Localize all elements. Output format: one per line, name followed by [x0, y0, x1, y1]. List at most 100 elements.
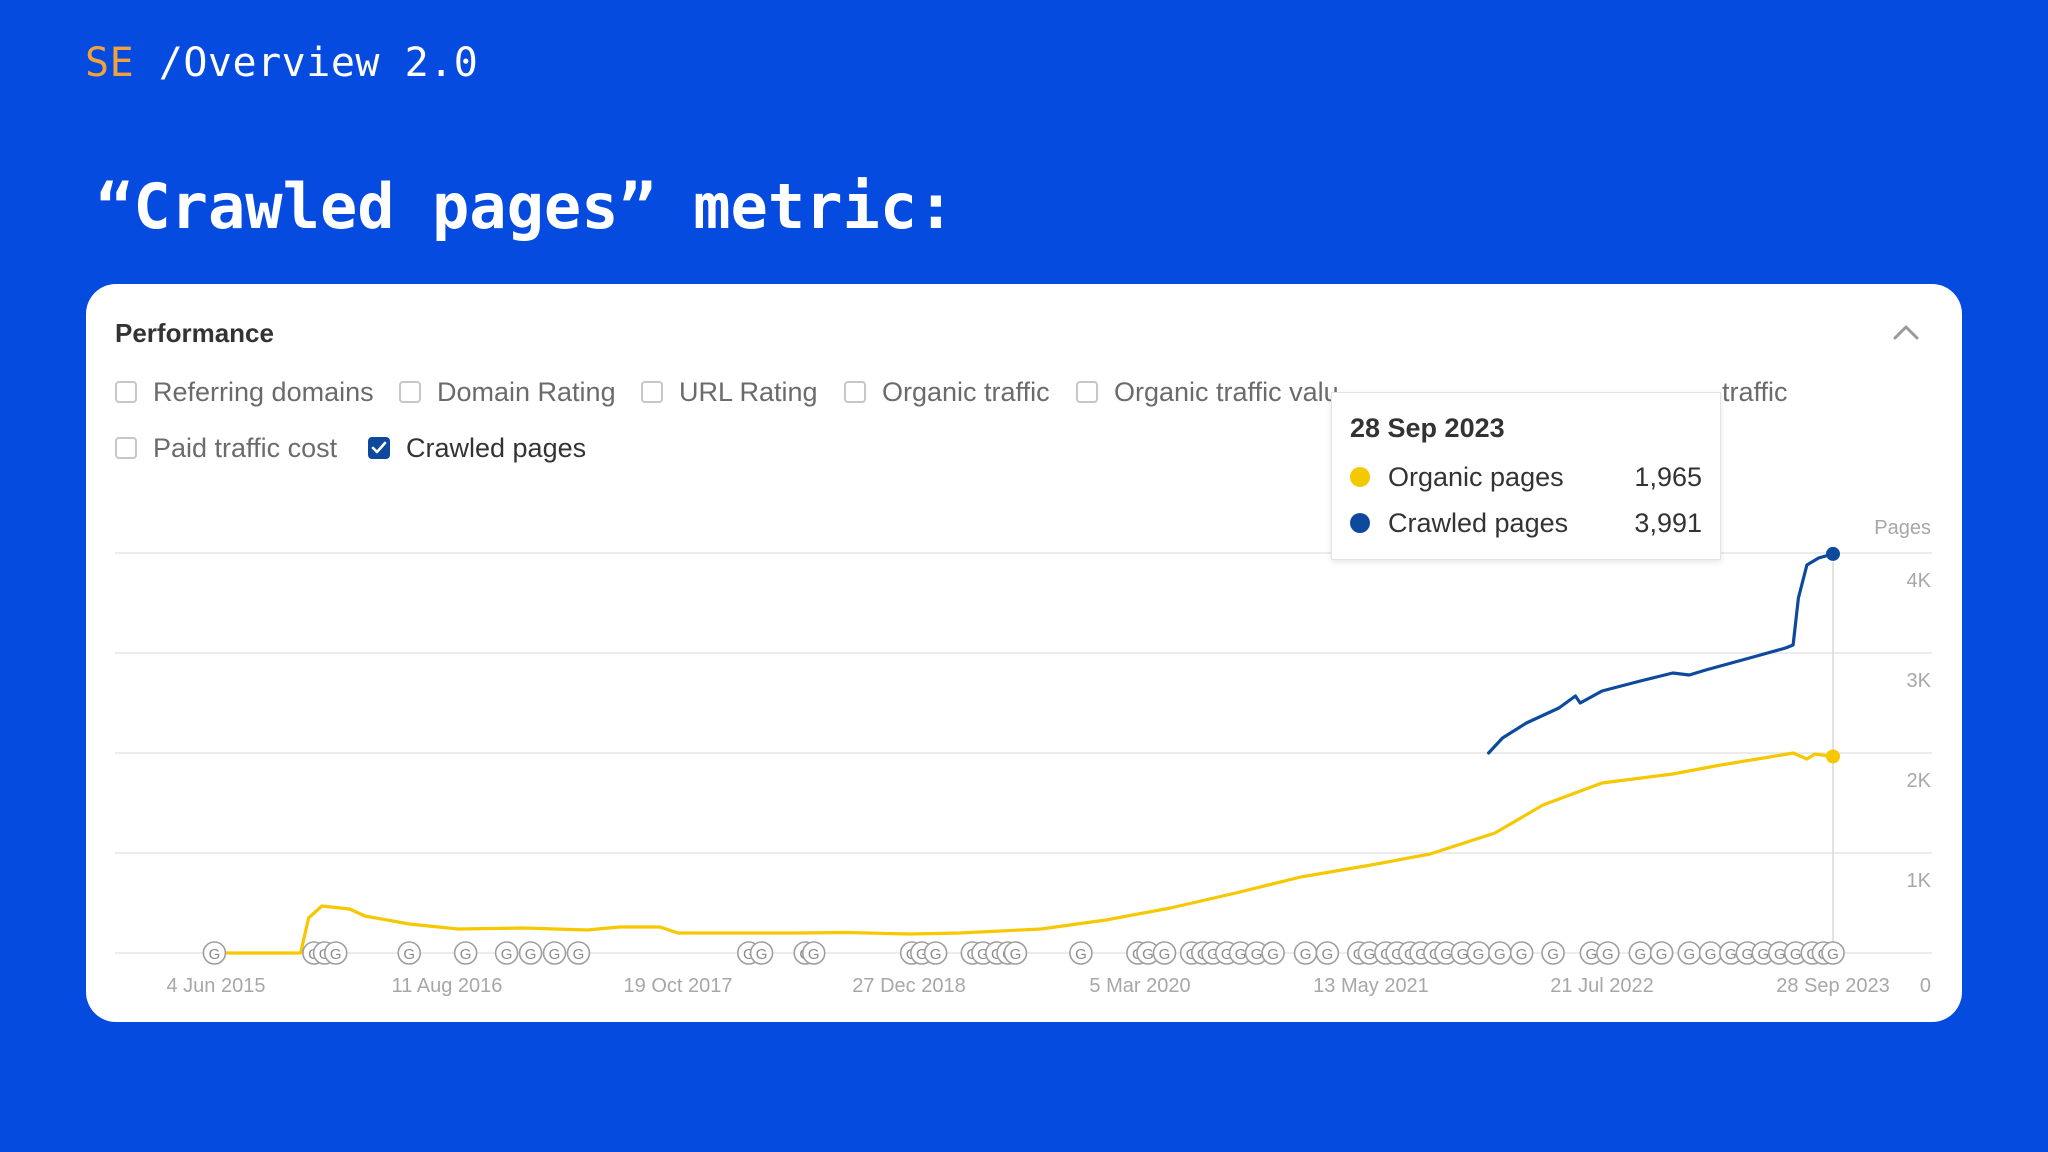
crawled-pages-line: [1487, 552, 1835, 755]
checkbox[interactable]: [115, 381, 137, 403]
google-update-icon[interactable]: G: [453, 941, 478, 965]
google-update-icon[interactable]: G: [749, 941, 774, 965]
svg-text:G: G: [1457, 946, 1469, 963]
svg-text:G: G: [1656, 946, 1668, 963]
x-tick-label: 28 Sep 2023: [1776, 975, 1889, 997]
svg-text:G: G: [460, 946, 472, 963]
performance-card: 1K 2K 3K 4K 0 Pages 4 Jun 2015 11 Aug 2016 19 Oc…: [86, 284, 1962, 1022]
metric-label: Domain Rating: [437, 376, 616, 407]
crawled-dot-icon: [1350, 513, 1370, 533]
svg-text:G: G: [1790, 946, 1802, 963]
google-update-icon[interactable]: G: [801, 941, 826, 965]
checkbox[interactable]: [844, 381, 866, 403]
google-update-icon[interactable]: G: [923, 941, 948, 965]
google-update-icon[interactable]: G: [1136, 941, 1160, 965]
metric-toggle-referring-domains[interactable]: Referring domains: [115, 377, 374, 407]
svg-text:G: G: [1415, 946, 1427, 963]
tooltip-row-organic: Organic pages 1,965: [1350, 454, 1702, 500]
google-update-icon[interactable]: G: [1003, 941, 1028, 965]
metric-label: Organic traffic: [882, 376, 1050, 407]
svg-text:G: G: [1827, 946, 1839, 963]
svg-text:G: G: [1391, 946, 1403, 963]
organic-dot-icon: [1350, 467, 1370, 487]
google-update-icon[interactable]: G: [1767, 941, 1792, 965]
google-update-icon[interactable]: G: [1649, 941, 1674, 965]
checkbox[interactable]: [115, 437, 137, 459]
google-update-icon[interactable]: G: [1244, 941, 1269, 965]
organic-pages-point[interactable]: [1826, 749, 1840, 764]
metric-toggle-paid-traffic[interactable]: traffic: [1722, 377, 1788, 407]
metric-toggle-crawled-pages[interactable]: Crawled pages: [368, 433, 586, 463]
metric-toggle-organic-traffic-value[interactable]: Organic traffic valu: [1076, 377, 1339, 407]
tooltip-series-name: Crawled pages: [1388, 507, 1569, 538]
google-update-icon[interactable]: G: [1357, 941, 1382, 965]
svg-text:G: G: [1586, 946, 1598, 963]
svg-text:G: G: [1602, 946, 1614, 963]
checkbox[interactable]: [641, 381, 663, 403]
google-update-icon[interactable]: G: [323, 941, 348, 965]
metric-toggle-paid-traffic-cost[interactable]: Paid traffic cost: [115, 433, 337, 463]
google-update-icon[interactable]: G: [1261, 941, 1285, 965]
chart-tooltip: 28 Sep 2023 Organic pages 1,965 Crawled …: [1331, 392, 1721, 560]
svg-text:G: G: [756, 946, 768, 963]
checkbox-checked[interactable]: [368, 437, 390, 459]
svg-text:G: G: [977, 946, 989, 963]
y-tick-label: 1K: [1907, 870, 1932, 892]
svg-text:G: G: [1473, 946, 1485, 963]
svg-text:G: G: [501, 946, 513, 963]
svg-text:G: G: [1251, 946, 1263, 963]
svg-text:G: G: [808, 946, 820, 963]
metric-label: Organic traffic valu: [1114, 376, 1339, 407]
google-update-icon[interactable]: G: [1315, 941, 1340, 965]
google-update-icon[interactable]: G: [1293, 941, 1318, 965]
google-update-icon[interactable]: G: [566, 941, 591, 965]
svg-text:G: G: [403, 946, 415, 963]
google-update-icon[interactable]: G: [1698, 941, 1723, 965]
google-update-icon[interactable]: G: [1541, 941, 1565, 965]
brand-logo-text: SE: [85, 40, 135, 86]
x-tick-label: 13 May 2021: [1313, 975, 1429, 997]
google-update-icon[interactable]: G: [397, 941, 422, 965]
metric-toggle-organic-traffic[interactable]: Organic traffic: [844, 377, 1050, 407]
metric-toggle-domain-rating[interactable]: Domain Rating: [399, 377, 616, 407]
svg-text:G: G: [330, 946, 342, 963]
google-update-icon[interactable]: G: [1509, 941, 1534, 965]
google-update-icon[interactable]: G: [518, 941, 543, 965]
google-update-icon[interactable]: G: [542, 941, 567, 965]
y-axis-label: Pages: [1874, 517, 1931, 539]
google-update-icon[interactable]: G: [1677, 941, 1702, 965]
crawled-pages-point[interactable]: [1826, 546, 1840, 561]
metric-toggle-url-rating[interactable]: URL Rating: [641, 377, 818, 407]
google-update-icon[interactable]: G: [1488, 941, 1512, 965]
x-tick-label: 19 Oct 2017: [624, 975, 733, 997]
google-update-icon[interactable]: G: [202, 941, 227, 965]
google-update-icon[interactable]: G: [1596, 941, 1620, 965]
google-update-icon[interactable]: G: [1628, 941, 1653, 965]
breadcrumb-path: /Overview 2.0: [158, 40, 479, 86]
svg-text:G: G: [1774, 946, 1786, 963]
svg-text:G: G: [1440, 946, 1452, 963]
svg-text:G: G: [1741, 946, 1753, 963]
svg-text:G: G: [1322, 946, 1334, 963]
svg-text:G: G: [525, 946, 537, 963]
svg-text:G: G: [1075, 946, 1087, 963]
metric-label: Paid traffic cost: [153, 432, 338, 463]
checkbox[interactable]: [1076, 381, 1098, 403]
svg-text:G: G: [1634, 946, 1646, 963]
chevron-up-icon[interactable]: [1892, 322, 1920, 342]
google-update-icon[interactable]: G: [1152, 941, 1177, 965]
metric-label: Referring domains: [153, 376, 374, 407]
google-update-icon[interactable]: G: [1821, 941, 1845, 965]
svg-text:G: G: [549, 946, 561, 963]
checkbox[interactable]: [399, 381, 421, 403]
performance-chart: 1K 2K 3K 4K 0 Pages 4 Jun 2015 11 Aug 2016 19 Oc…: [115, 517, 1932, 997]
y-tick-label: 3K: [1907, 670, 1932, 692]
tooltip-row-crawled: Crawled pages 3,991: [1350, 500, 1702, 546]
google-update-icon[interactable]: G: [1466, 941, 1491, 965]
svg-text:G: G: [1207, 946, 1219, 963]
google-update-icon[interactable]: G: [1069, 941, 1093, 965]
svg-text:G: G: [1757, 946, 1769, 963]
brand-breadcrumb: SE /Overview 2.0: [85, 40, 478, 86]
google-update-icon[interactable]: G: [494, 941, 519, 965]
y-tick-label: 0: [1920, 975, 1931, 997]
